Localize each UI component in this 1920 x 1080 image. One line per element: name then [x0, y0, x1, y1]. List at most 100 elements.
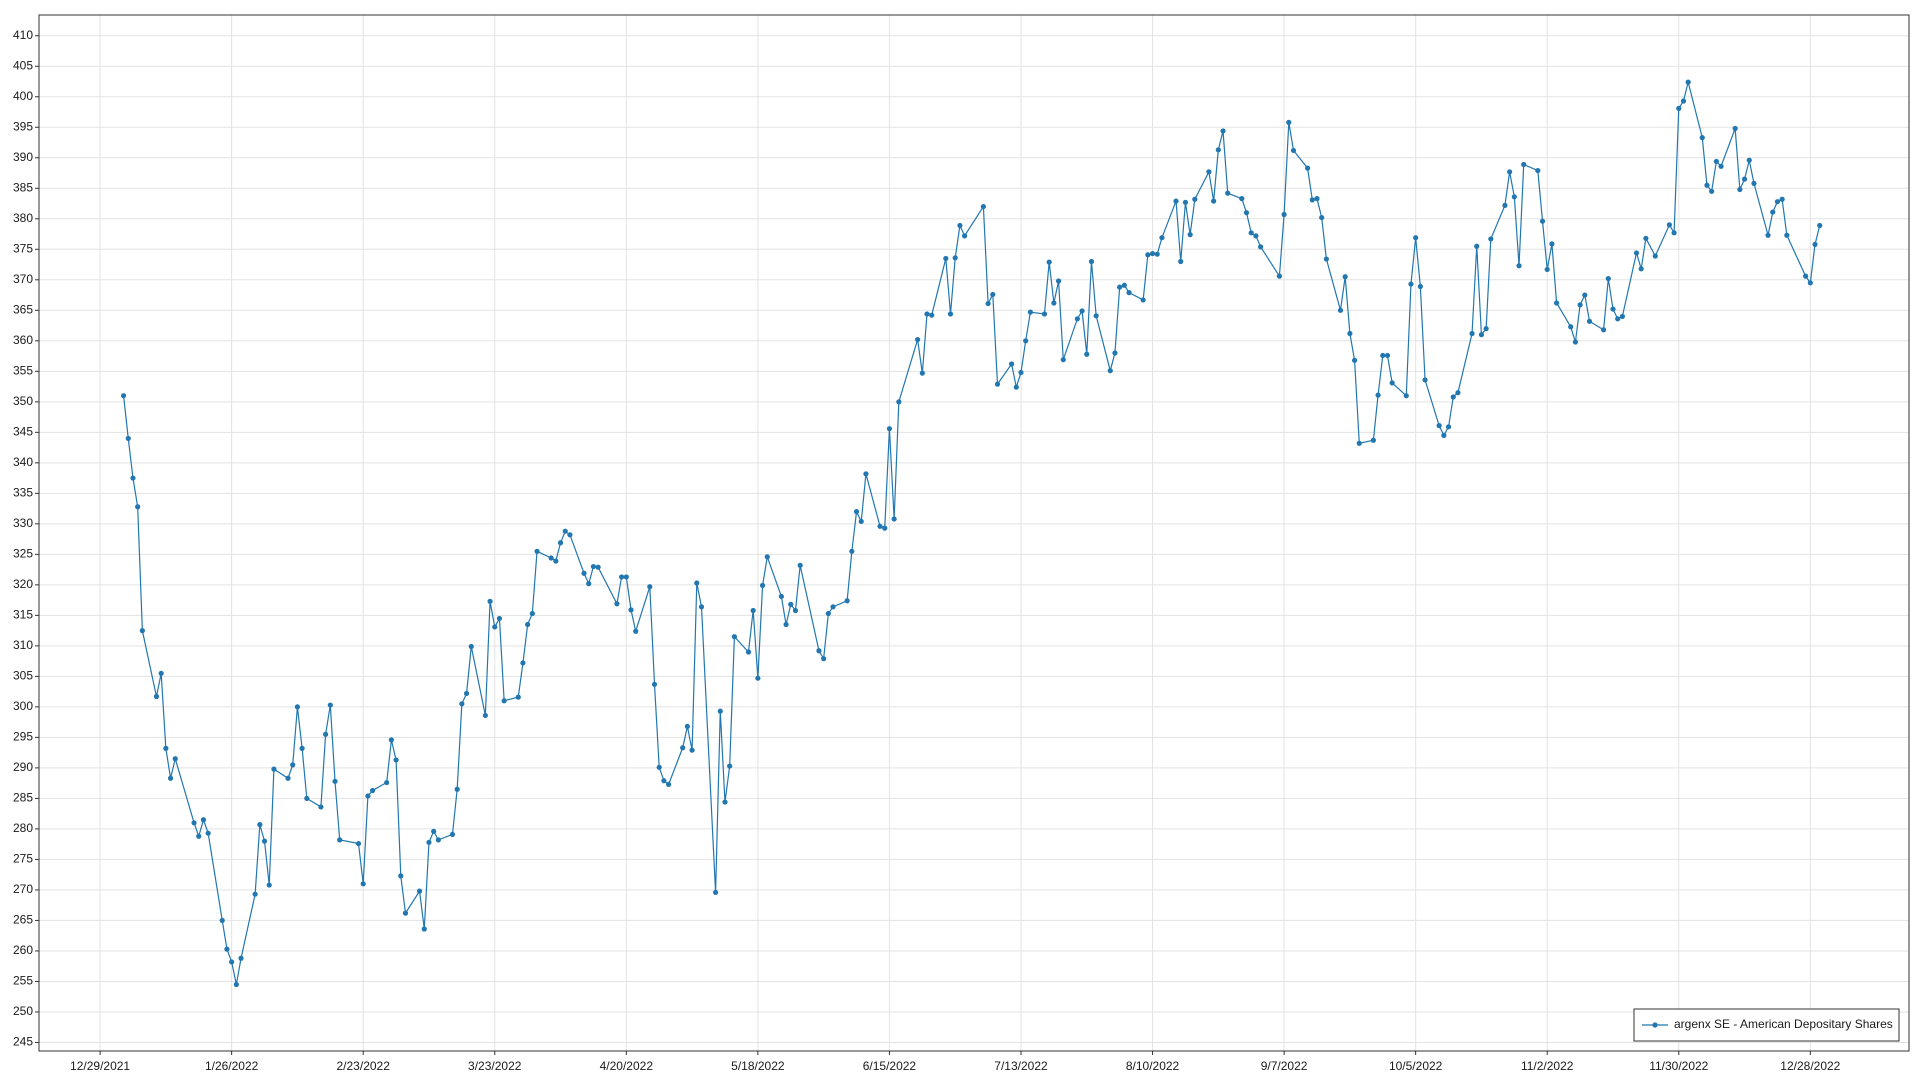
data-point [191, 820, 197, 826]
data-point [163, 745, 169, 751]
data-point [454, 786, 460, 792]
data-point [534, 548, 540, 554]
data-point [459, 701, 465, 707]
data-point [1784, 232, 1790, 238]
data-point [651, 681, 658, 687]
data-point [304, 795, 310, 802]
data-point [1351, 357, 1358, 363]
data-point [962, 233, 968, 239]
data-point [1803, 273, 1809, 279]
x-tick-label: 3/23/2022 [468, 1059, 522, 1073]
data-point [135, 504, 141, 510]
data-point [614, 601, 620, 607]
data-point [1408, 281, 1414, 287]
data-point [764, 554, 770, 560]
data-point [1441, 432, 1447, 438]
data-point [557, 540, 564, 546]
data-point [1549, 241, 1555, 247]
data-point [1812, 241, 1818, 248]
data-point [167, 775, 174, 781]
x-tick-label: 11/2/2022 [1521, 1059, 1574, 1073]
data-point [1469, 330, 1475, 337]
y-tick-label: 360 [13, 333, 33, 347]
data-point [1535, 167, 1541, 174]
data-point [1008, 361, 1015, 367]
data-point [398, 873, 404, 879]
data-point [1370, 437, 1376, 443]
data-point [633, 628, 639, 634]
y-tick-label: 295 [13, 730, 33, 744]
data-point [1074, 316, 1080, 322]
data-point [1502, 202, 1508, 208]
data-point [1610, 306, 1616, 312]
data-point [1403, 393, 1409, 399]
data-point [1248, 230, 1254, 236]
data-point [257, 822, 263, 828]
data-point [1422, 377, 1428, 383]
y-tick-label: 380 [13, 211, 33, 225]
x-tick-label: 2/23/2022 [337, 1059, 391, 1073]
data-point [586, 581, 592, 587]
data-point [1182, 199, 1189, 205]
data-point [1088, 258, 1095, 265]
data-point [130, 475, 136, 481]
data-point [1342, 274, 1348, 280]
data-point [139, 628, 145, 634]
data-point [323, 731, 329, 737]
data-point [1779, 196, 1785, 202]
data-point [468, 643, 474, 650]
data-point [529, 610, 535, 617]
data-point [623, 574, 629, 580]
data-point [1276, 273, 1283, 279]
data-point [1140, 297, 1146, 303]
y-tick-label: 275 [13, 852, 33, 866]
data-point [825, 610, 831, 617]
data-point [1582, 292, 1588, 298]
data-point [205, 830, 211, 836]
data-point [1652, 253, 1658, 259]
data-point [877, 523, 883, 529]
data-point [1413, 235, 1419, 241]
data-point [759, 582, 766, 589]
y-tick-label: 370 [13, 272, 33, 286]
data-point [830, 604, 836, 610]
data-point [1117, 284, 1123, 290]
data-point [1746, 157, 1752, 163]
data-point [238, 955, 244, 961]
grid-layer: 245 250 255 260 265 270 275 280 285 290 295 300 305 3… [13, 15, 1909, 1073]
data-point [778, 593, 784, 600]
data-point [355, 840, 362, 847]
data-point [1699, 135, 1705, 141]
plot-frame [38, 14, 1910, 1052]
x-tick-label: 6/15/2022 [863, 1059, 917, 1073]
data-point [727, 763, 733, 769]
data-point [1347, 330, 1353, 337]
y-tick-label: 330 [13, 516, 33, 530]
y-tick-label: 290 [13, 760, 33, 774]
data-point [595, 564, 601, 570]
data-point [1337, 307, 1344, 313]
data-point [891, 516, 897, 522]
data-point [797, 562, 803, 568]
data-point [1643, 235, 1649, 241]
data-point [1704, 182, 1710, 188]
y-tick-label: 400 [13, 89, 33, 103]
y-tick-label: 340 [13, 455, 33, 469]
data-point [1079, 308, 1085, 314]
x-tick-label: 4/20/2022 [600, 1059, 654, 1073]
data-point [783, 621, 789, 628]
data-point [853, 509, 860, 515]
data-point [1258, 244, 1264, 250]
data-point [196, 833, 202, 839]
data-point [788, 601, 794, 607]
data-point [487, 598, 493, 604]
data-point [421, 926, 427, 932]
data-point [158, 670, 164, 676]
data-point [1145, 252, 1151, 258]
data-point [647, 584, 653, 590]
x-tick-label: 7/13/2022 [994, 1059, 1048, 1073]
data-point [1093, 313, 1099, 319]
data-point [1807, 280, 1813, 286]
y-tick-label: 405 [13, 58, 33, 72]
